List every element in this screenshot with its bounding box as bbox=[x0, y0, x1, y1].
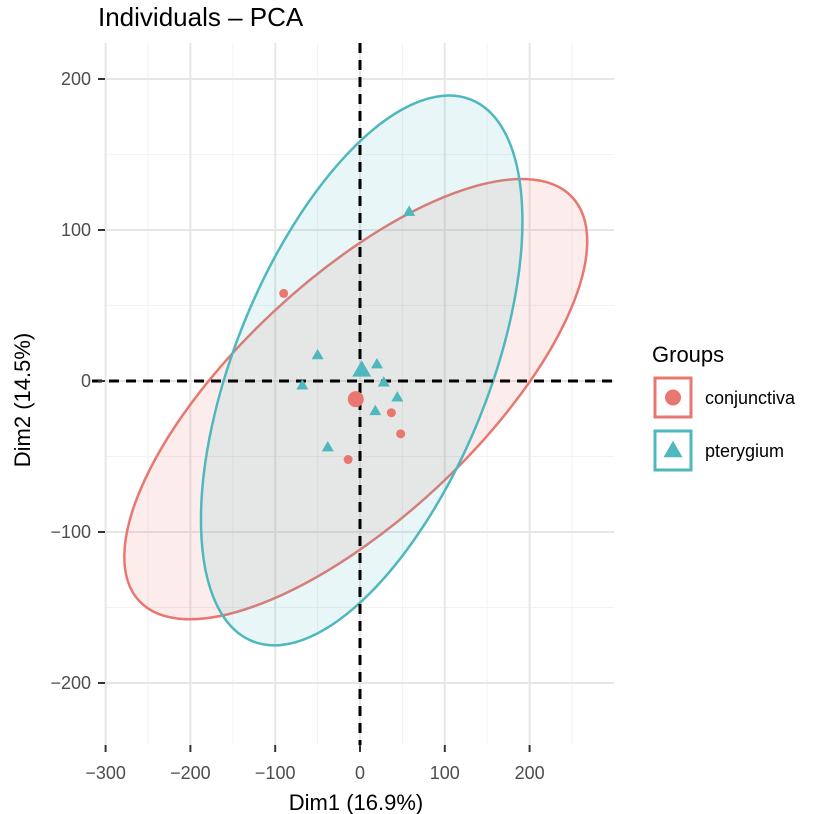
x-tick-label: −300 bbox=[85, 763, 126, 783]
data-points bbox=[279, 205, 416, 465]
x-tick-label: −200 bbox=[170, 763, 211, 783]
y-tick-label: 100 bbox=[61, 220, 91, 240]
point-conjunctiva bbox=[396, 429, 406, 439]
point-pterygium bbox=[321, 440, 334, 452]
y-axis-title: Dim2 (14.5%) bbox=[10, 333, 35, 467]
y-tick-label: 0 bbox=[81, 371, 91, 391]
point-conjunctiva bbox=[279, 288, 289, 298]
x-tick-label: −100 bbox=[255, 763, 296, 783]
point-pterygium bbox=[369, 404, 382, 416]
y-tick-label: −100 bbox=[50, 522, 91, 542]
point-pterygium bbox=[311, 348, 324, 360]
reference-lines bbox=[92, 43, 612, 745]
confidence-ellipses bbox=[123, 94, 589, 647]
legend-marker-pterygium bbox=[663, 440, 683, 458]
x-tick-label: 0 bbox=[355, 763, 365, 783]
x-axis-ticks: −300 −200 −100 0 100 200 bbox=[85, 745, 545, 783]
legend-label-pterygium: pterygium bbox=[705, 441, 784, 461]
point-pterygium bbox=[296, 379, 309, 390]
x-axis-title: Dim1 (16.9%) bbox=[289, 790, 423, 814]
x-tick-label: 100 bbox=[430, 763, 460, 783]
y-tick-label: −200 bbox=[50, 673, 91, 693]
centroid-pterygium bbox=[352, 360, 372, 377]
point-pterygium bbox=[377, 376, 390, 387]
centroid-conjunctiva bbox=[347, 391, 364, 408]
legend-title: Groups bbox=[652, 342, 724, 367]
x-tick-label: 200 bbox=[515, 763, 545, 783]
point-conjunctiva bbox=[386, 408, 396, 418]
y-tick-label: 200 bbox=[61, 69, 91, 89]
point-pterygium bbox=[370, 357, 383, 369]
point-conjunctiva bbox=[343, 455, 353, 465]
chart-title: Individuals – PCA bbox=[98, 2, 304, 32]
point-pterygium bbox=[403, 205, 416, 216]
legend: Groups conjunctiva pterygium bbox=[652, 342, 796, 472]
legend-marker-conjunctiva bbox=[665, 389, 681, 406]
point-pterygium bbox=[391, 391, 404, 402]
legend-label-conjunctiva: conjunctiva bbox=[705, 388, 796, 408]
y-axis-ticks: −200 −100 0 100 200 bbox=[50, 69, 105, 693]
